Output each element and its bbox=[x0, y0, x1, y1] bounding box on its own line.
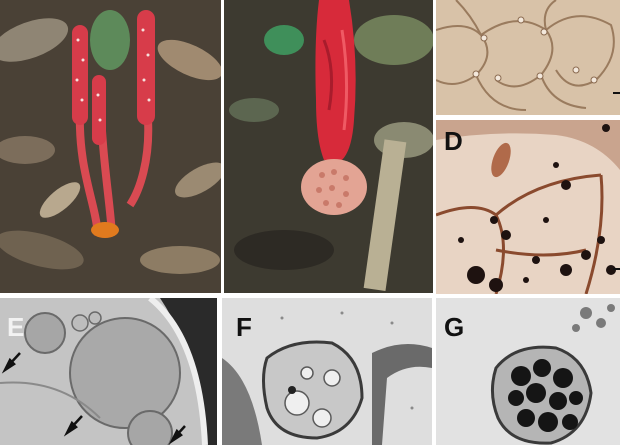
panel-e-tem: E bbox=[0, 298, 217, 445]
stained-cells-micrograph bbox=[436, 120, 620, 294]
tem-large-bodies bbox=[0, 298, 217, 445]
tem-vesicle bbox=[222, 298, 432, 445]
panel-f-tem: F bbox=[222, 298, 432, 445]
panel-label-g: G bbox=[444, 312, 465, 342]
panel-b-photo bbox=[224, 0, 433, 293]
red-bud-photo bbox=[224, 0, 433, 293]
tem-granule-vesicle bbox=[436, 298, 620, 445]
scale-bar-d bbox=[613, 268, 620, 270]
panel-g-tem: G bbox=[436, 298, 620, 445]
panel-c-micrograph bbox=[436, 0, 620, 115]
scale-bar-c bbox=[613, 92, 620, 94]
flower-spikes-photo bbox=[0, 0, 221, 293]
panel-label-f: F bbox=[236, 312, 252, 342]
panel-a-photo bbox=[0, 0, 221, 293]
panel-d-micrograph: D bbox=[436, 120, 620, 294]
panel-label-d: D bbox=[444, 126, 463, 156]
cell-walls-micrograph bbox=[436, 0, 620, 115]
panel-label-e: E bbox=[7, 312, 25, 342]
